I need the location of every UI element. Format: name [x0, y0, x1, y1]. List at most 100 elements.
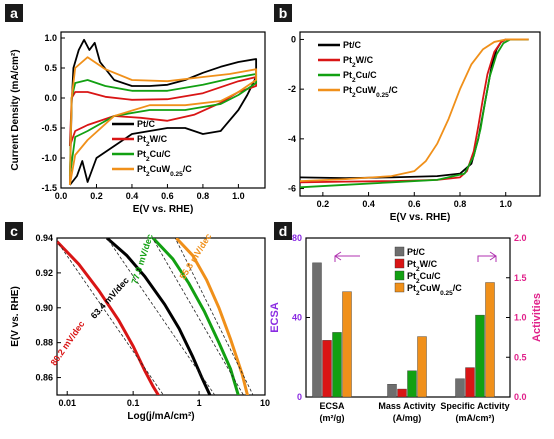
bar [322, 340, 332, 398]
panel-badge-b [274, 4, 292, 22]
y-tick-label: -2 [288, 84, 296, 94]
bar [417, 336, 427, 398]
y-tick-label: 0 [297, 392, 302, 402]
tafel-fit-line [57, 240, 164, 395]
y2-tick-label: 1.0 [514, 313, 527, 323]
panel-b-frame [299, 31, 541, 197]
y-axis-label: ECSA [269, 302, 281, 333]
x-tick-label: 0.8 [454, 199, 467, 209]
x-tick-label: 10 [260, 398, 270, 408]
panel-letter-b: b [279, 5, 288, 21]
tafel-slope-annotation: 63.4 mV/dec [89, 275, 131, 320]
legend-label: Pt2CuW0.25/C [137, 164, 192, 178]
tafel-fit-line [174, 238, 254, 395]
left-axis-arrow-icon [334, 251, 360, 262]
x-tick-label: 0.6 [161, 191, 174, 201]
x-tick-label: 0.8 [197, 191, 210, 201]
legend-label: Pt2W/C [407, 259, 438, 273]
panel-badge-d [274, 222, 292, 240]
legend-swatch [394, 258, 405, 269]
panel-letter-a: a [10, 5, 18, 21]
y-tick-label: 1.0 [44, 33, 57, 43]
tafel-fit-line [152, 238, 244, 395]
series-line-3 [68, 56, 258, 186]
series-line-0 [57, 240, 161, 395]
panel-c-frame [56, 237, 266, 396]
series-line-2 [299, 38, 529, 189]
x-tick-label: 0.2 [90, 191, 103, 201]
x-axis-label: E(V vs. RHE) [390, 212, 451, 223]
legend-label: Pt2CuW0.25/C [343, 85, 398, 99]
x-tick-label: 1.0 [232, 191, 245, 201]
y-axis-label: E(V vs. RHE) [10, 286, 21, 347]
x-tick-label: 0.1 [127, 398, 140, 408]
tafel-slope-annotation: 77.9 mV/dec [129, 233, 155, 286]
panel-a-frame [60, 31, 266, 189]
x-axis-label: E(V vs. RHE) [133, 204, 194, 215]
bar [475, 314, 485, 398]
y-tick-label: 0 [291, 34, 296, 44]
legend-swatch [394, 246, 405, 257]
series-line-1 [299, 38, 529, 184]
tafel-slope-annotation: 55.8 mV/dec [177, 232, 213, 281]
legend-label: Pt2W/C [343, 55, 374, 69]
series-line-0 [68, 38, 258, 186]
y-tick-label: 0.92 [35, 268, 53, 278]
x-tick-label: 0.2 [317, 199, 330, 209]
y2-axis-label: Activities [531, 293, 543, 342]
series-line-2 [68, 73, 258, 177]
x-tick-label: 0.6 [408, 199, 421, 209]
legend-label: Pt2CuW0.25/C [407, 283, 462, 297]
x-tick-label: 0.01 [58, 398, 76, 408]
category-label: ECSA [319, 401, 345, 411]
y-tick-label: 0.88 [35, 338, 53, 348]
y2-tick-label: 0.5 [514, 352, 527, 362]
y-tick-label: -0.5 [41, 123, 57, 133]
y2-tick-label: 0.0 [514, 392, 527, 402]
series-line-3 [299, 38, 529, 182]
bar [485, 282, 495, 398]
category-unit-label: (A/mg) [393, 413, 422, 423]
x-tick-label: 0.4 [126, 191, 139, 201]
category-label: Specific Activity [440, 401, 509, 411]
legend-label: Pt2Cu/C [407, 271, 441, 285]
bar [465, 367, 475, 398]
y-tick-label: -4 [288, 134, 296, 144]
bar [342, 291, 352, 398]
panel-letter-c: c [10, 223, 18, 239]
y-tick-label: -1.0 [41, 153, 57, 163]
legend-label: Pt/C [407, 247, 426, 257]
panel-badge-a [5, 4, 23, 22]
series-line-3 [175, 238, 249, 395]
panel-letter-d: d [279, 223, 288, 239]
right-axis-arrow-icon [477, 251, 497, 262]
bar [455, 378, 465, 398]
y2-tick-label: 1.5 [514, 273, 527, 283]
legend-label: Pt2W/C [137, 134, 168, 148]
bar [387, 384, 397, 398]
y-tick-label: 40 [292, 313, 302, 323]
y-tick-label: 0.94 [35, 233, 53, 243]
y2-tick-label: 2.0 [514, 233, 527, 243]
y-tick-label: 0.86 [35, 373, 53, 383]
y-tick-label: -6 [288, 184, 296, 194]
legend-label: Pt/C [343, 40, 362, 50]
x-tick-label: 0.0 [55, 191, 68, 201]
x-tick-label: 0.4 [362, 199, 375, 209]
category-unit-label: (m²/g) [320, 413, 345, 423]
legend-swatch [394, 282, 405, 293]
panel-badge-c [5, 222, 23, 240]
series-line-2 [151, 238, 240, 395]
y-tick-label: 0.0 [44, 93, 57, 103]
bar [332, 332, 342, 398]
legend-label: Pt2Cu/C [137, 149, 171, 163]
bar [407, 370, 417, 398]
y-tick-label: 0.5 [44, 63, 57, 73]
legend-label: Pt/C [137, 119, 156, 129]
y-axis-label: Current Density (mA/cm²) [10, 49, 21, 170]
y-tick-label: 0.90 [35, 303, 53, 313]
category-label: Mass Activity [378, 401, 435, 411]
legend-label: Pt2Cu/C [343, 70, 377, 84]
x-tick-label: 1 [197, 398, 202, 408]
